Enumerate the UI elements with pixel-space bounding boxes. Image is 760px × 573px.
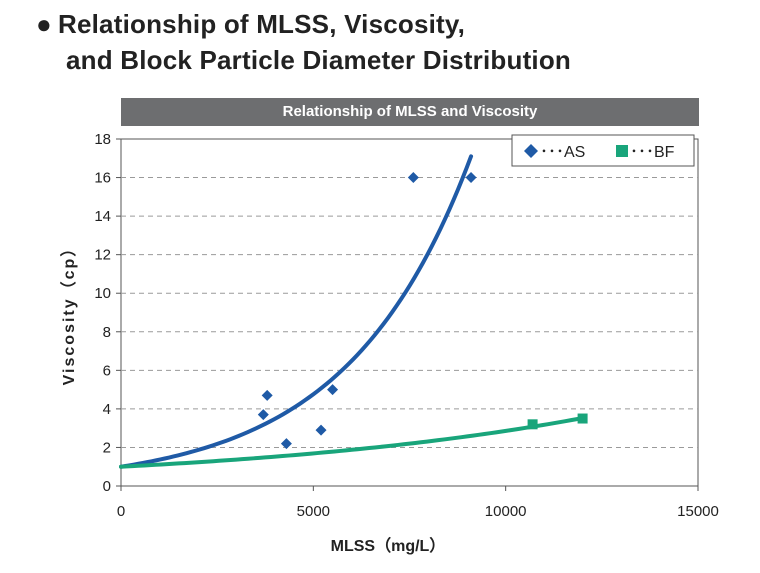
legend-label: ･･･AS xyxy=(540,144,585,161)
x-axis-ticks: 0 5000 10000 15000 xyxy=(117,486,719,520)
y-axis-title: Viscosity（cp） xyxy=(60,239,78,386)
data-point-diamond xyxy=(315,424,327,436)
legend-marker-diamond xyxy=(524,144,538,158)
y-tick-label: 16 xyxy=(94,170,111,187)
y-tick-label: 4 xyxy=(103,401,111,418)
heading-line-2: and Block Particle Diameter Distribution xyxy=(66,45,572,75)
legend-box xyxy=(511,134,695,167)
data-point-diamond xyxy=(261,389,273,401)
y-tick-label: 18 xyxy=(94,131,111,148)
legend-items: ･･･AS ･･･BF xyxy=(524,144,675,161)
y-tick-label: 12 xyxy=(94,247,111,264)
legend: ･･･AS ･･･BF xyxy=(511,134,695,167)
y-tick-label: 8 xyxy=(103,324,111,341)
data-point-diamond xyxy=(257,409,269,421)
y-tick-label: 2 xyxy=(103,439,111,456)
data-point-diamond xyxy=(280,438,292,450)
data-point-square xyxy=(527,419,538,430)
bullet-icon: ● xyxy=(36,9,52,39)
plot-area xyxy=(120,138,699,487)
page-heading: ● Relationship of MLSS, Viscosity, and Bl… xyxy=(36,6,571,78)
legend-marker-square xyxy=(616,145,628,157)
data-point-diamond xyxy=(407,172,419,184)
grid-lines xyxy=(121,177,698,448)
x-tick-label: 5000 xyxy=(297,503,330,520)
trend-lines xyxy=(119,154,585,469)
data-point-diamond xyxy=(465,172,477,184)
y-tick-label: 14 xyxy=(94,208,111,225)
trend-line xyxy=(119,416,585,469)
trend-line xyxy=(119,154,474,469)
x-tick-label: 15000 xyxy=(677,503,719,520)
x-tick-label: 10000 xyxy=(485,503,527,520)
x-tick-label: 0 xyxy=(117,503,125,520)
x-axis-title: MLSS（mg/L） xyxy=(331,537,446,555)
y-tick-label: 0 xyxy=(103,478,111,495)
chart-title: Relationship of MLSS and Viscosity xyxy=(121,98,699,126)
y-tick-label: 10 xyxy=(94,285,111,302)
y-tick-label: 6 xyxy=(103,362,111,379)
y-axis-ticks: 0 2 4 6 8 10 12 14 16 18 xyxy=(94,131,121,495)
legend-label: ･･･BF xyxy=(630,144,675,161)
data-point-square xyxy=(577,413,588,424)
heading-line-1: Relationship of MLSS, Viscosity, xyxy=(58,9,466,39)
data-markers xyxy=(257,172,588,450)
data-point-diamond xyxy=(327,384,339,396)
